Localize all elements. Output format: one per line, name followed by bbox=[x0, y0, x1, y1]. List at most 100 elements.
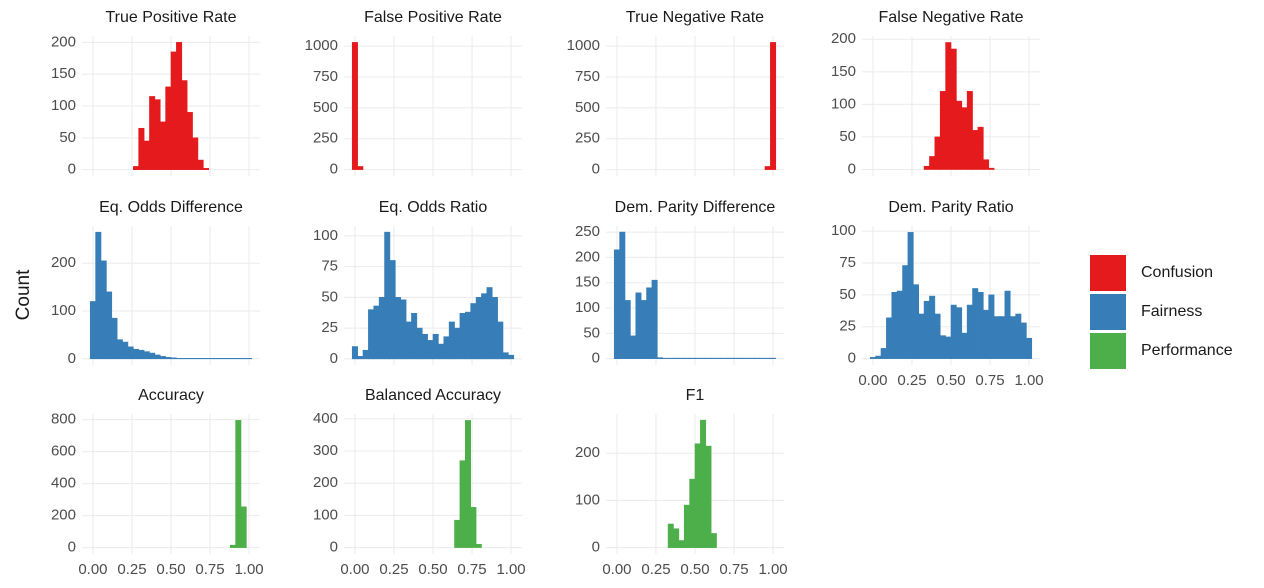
bar bbox=[432, 333, 439, 360]
bar bbox=[972, 288, 979, 359]
x-tick-label: 0.25 bbox=[897, 372, 926, 389]
bar bbox=[362, 349, 369, 360]
y-tick-label: 25 bbox=[839, 318, 856, 335]
bar bbox=[470, 303, 477, 360]
panel-title: Balanced Accuracy bbox=[365, 387, 501, 404]
bar bbox=[999, 316, 1006, 359]
y-tick-label: 0 bbox=[848, 160, 856, 177]
bar bbox=[368, 309, 375, 360]
x-tick-label: 0.25 bbox=[641, 561, 670, 578]
bar bbox=[170, 357, 177, 360]
bar bbox=[508, 354, 515, 360]
bar bbox=[619, 231, 626, 359]
y-tick-label: 75 bbox=[321, 258, 338, 275]
y-tick-label: 500 bbox=[575, 99, 600, 116]
y-tick-label: 200 bbox=[575, 444, 600, 461]
bar bbox=[373, 305, 380, 360]
bar bbox=[384, 231, 391, 360]
bar bbox=[732, 357, 739, 359]
bar bbox=[122, 341, 129, 360]
panel-title: Dem. Parity Difference bbox=[615, 199, 776, 216]
bar bbox=[764, 357, 771, 359]
bar bbox=[378, 297, 385, 360]
bar bbox=[753, 357, 760, 359]
bar bbox=[475, 297, 482, 360]
bar bbox=[646, 287, 653, 359]
bar bbox=[929, 156, 936, 170]
bar bbox=[465, 311, 471, 360]
bar bbox=[95, 231, 102, 360]
y-tick-label: 100 bbox=[831, 222, 856, 239]
bar bbox=[127, 346, 134, 360]
bar bbox=[491, 297, 498, 360]
bar bbox=[705, 357, 712, 359]
y-axis-label: Count bbox=[13, 269, 34, 320]
bar bbox=[662, 357, 669, 359]
y-tick-label: 100 bbox=[575, 491, 600, 508]
panel-title: True Positive Rate bbox=[105, 9, 236, 26]
bar bbox=[613, 249, 620, 359]
bar bbox=[764, 166, 771, 170]
bar bbox=[694, 357, 701, 359]
bar bbox=[716, 357, 723, 359]
y-tick-label: 250 bbox=[575, 223, 600, 240]
bar bbox=[700, 419, 707, 548]
y-tick-label: 0 bbox=[68, 350, 76, 367]
bar bbox=[988, 167, 995, 170]
y-tick-label: 200 bbox=[575, 248, 600, 265]
legend-label: Fairness bbox=[1141, 303, 1202, 320]
panel-title: False Negative Rate bbox=[879, 9, 1024, 26]
bar bbox=[880, 348, 887, 359]
x-tick-label: 0.00 bbox=[78, 561, 107, 578]
bar bbox=[475, 544, 482, 548]
bar bbox=[918, 313, 925, 359]
bar bbox=[748, 357, 755, 359]
x-tick-label: 0.50 bbox=[936, 372, 965, 389]
legend-swatch bbox=[1090, 294, 1126, 330]
bar bbox=[143, 351, 150, 360]
bar bbox=[694, 443, 701, 548]
y-tick-label: 150 bbox=[575, 274, 600, 291]
x-tick-label: 0.50 bbox=[418, 561, 447, 578]
y-tick-label: 0 bbox=[330, 350, 338, 367]
bar bbox=[133, 166, 139, 170]
bar bbox=[459, 460, 466, 548]
bar bbox=[443, 336, 450, 360]
y-tick-label: 600 bbox=[51, 443, 76, 460]
bar bbox=[934, 136, 941, 170]
y-tick-label: 50 bbox=[839, 128, 856, 145]
bar bbox=[1026, 337, 1033, 359]
y-tick-label: 0 bbox=[330, 539, 338, 556]
bar bbox=[411, 313, 418, 360]
bar bbox=[459, 313, 466, 360]
bar bbox=[891, 292, 898, 359]
y-tick-label: 100 bbox=[51, 97, 76, 114]
bar bbox=[421, 333, 428, 360]
bar bbox=[400, 299, 407, 360]
bar bbox=[683, 504, 690, 548]
x-tick-label: 0.75 bbox=[195, 561, 224, 578]
bar bbox=[907, 232, 914, 359]
panel-title: Eq. Odds Difference bbox=[99, 199, 243, 216]
bar bbox=[100, 260, 107, 360]
y-tick-label: 100 bbox=[575, 299, 600, 316]
panel-title: Eq. Odds Ratio bbox=[379, 199, 488, 216]
bar bbox=[133, 348, 139, 360]
x-tick-label: 0.00 bbox=[858, 372, 887, 389]
bar bbox=[138, 349, 145, 360]
bar bbox=[497, 321, 504, 360]
bar bbox=[689, 478, 696, 548]
bar bbox=[983, 159, 989, 170]
y-tick-label: 0 bbox=[330, 161, 338, 178]
bar bbox=[481, 293, 488, 360]
y-tick-label: 100 bbox=[313, 227, 338, 244]
panel-title: False Positive Rate bbox=[364, 9, 502, 26]
bar bbox=[983, 309, 989, 359]
x-tick-label: 1.00 bbox=[496, 561, 525, 578]
y-tick-label: 0 bbox=[592, 161, 600, 178]
y-tick-label: 200 bbox=[51, 33, 76, 50]
bar bbox=[678, 540, 685, 548]
legend-swatch bbox=[1090, 255, 1126, 291]
y-tick-label: 200 bbox=[51, 507, 76, 524]
bar bbox=[743, 357, 750, 359]
